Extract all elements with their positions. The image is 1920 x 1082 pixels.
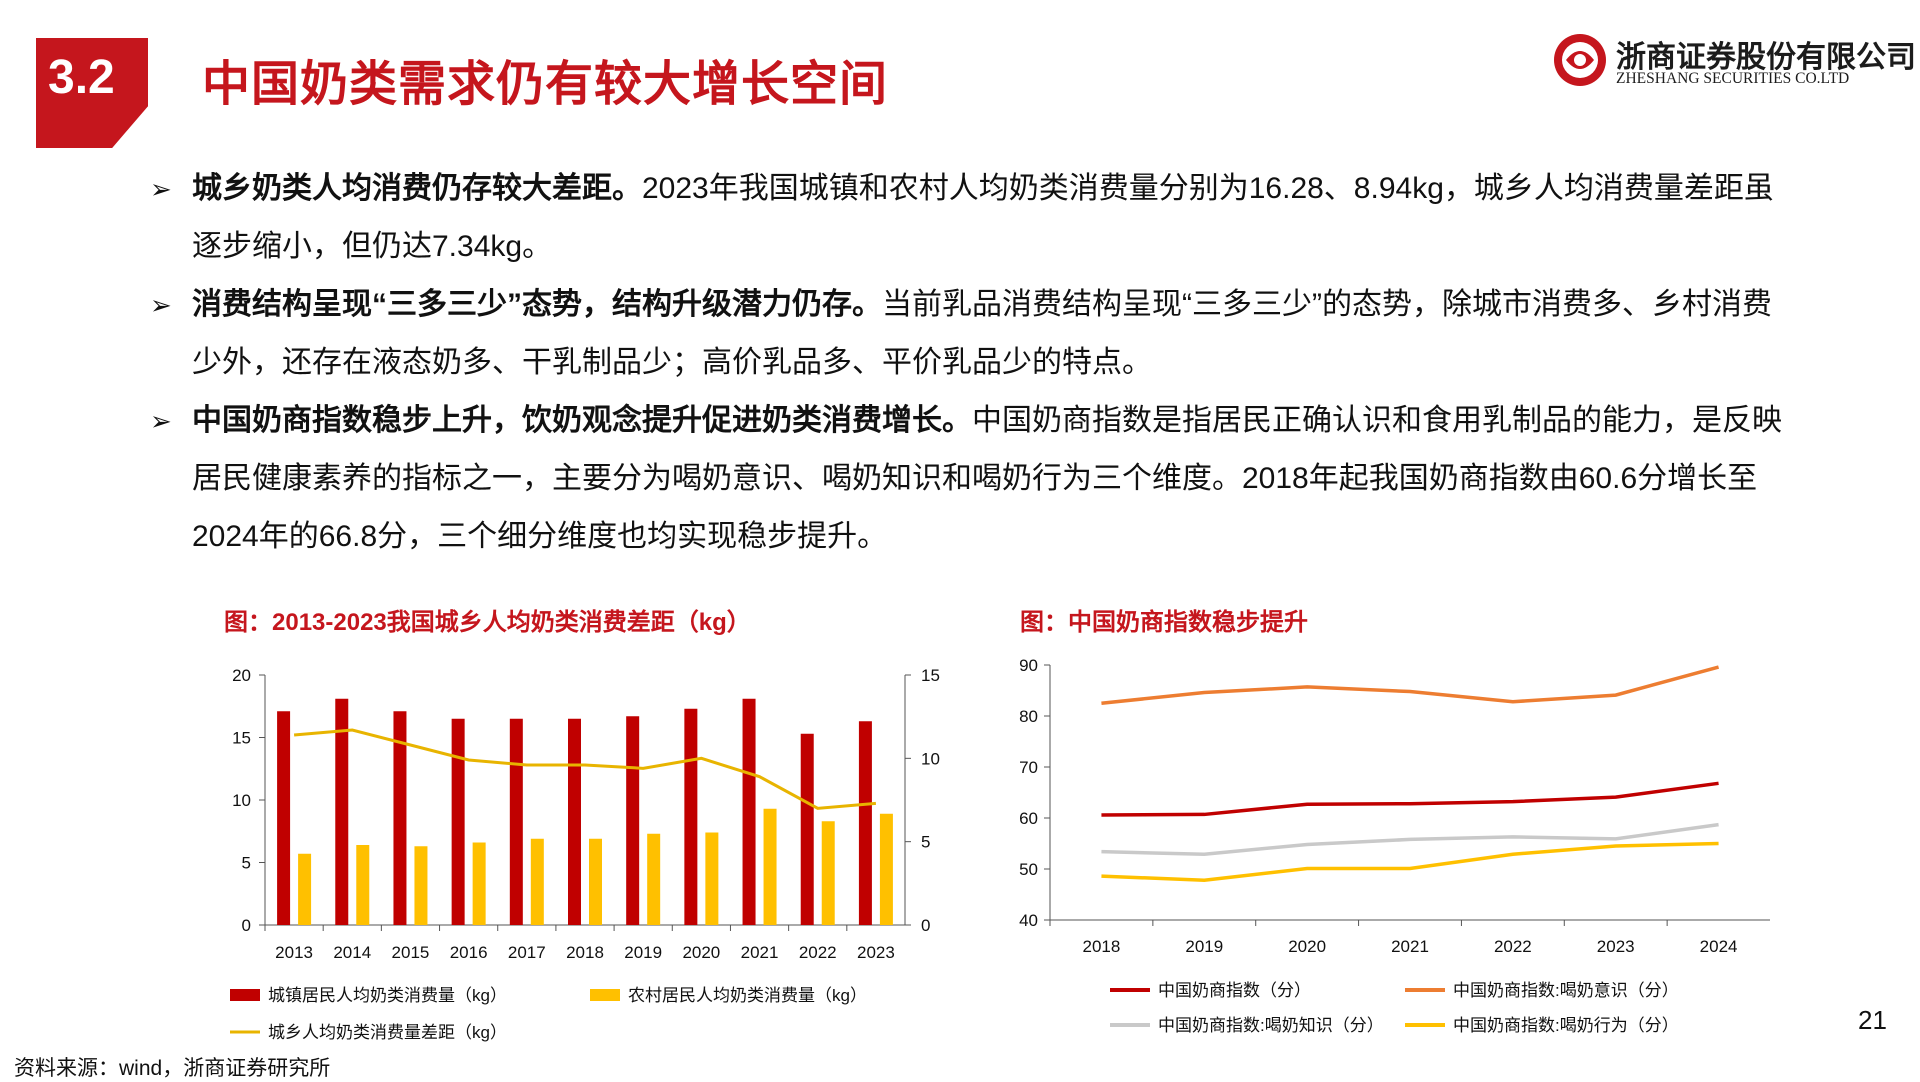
x-tick-label: 2016	[450, 943, 488, 962]
bullet-text: 中国奶商指数是指居民正确认识和食用乳制品的能力，是反映居民健康素养的指标之一，主…	[192, 404, 1782, 553]
urban-bar	[858, 721, 872, 925]
company-logo-icon	[1554, 34, 1606, 86]
rural-bar	[705, 832, 719, 925]
x-tick-label: 2017	[508, 943, 546, 962]
x-tick-label: 2019	[1185, 937, 1223, 956]
legend-swatch	[590, 989, 620, 1001]
rural-bar	[763, 808, 777, 925]
source-note: 资料来源：wind，浙商证券研究所	[14, 1057, 331, 1080]
x-tick-label: 2023	[1597, 937, 1635, 956]
x-tick-label: 2019	[624, 943, 662, 962]
y-tick-label: 90	[1019, 656, 1038, 675]
y2-tick-label: 5	[921, 833, 930, 852]
x-tick-label: 2022	[1494, 937, 1532, 956]
gap-line	[293, 728, 877, 810]
x-tick-label: 2018	[1083, 937, 1121, 956]
y-tick-label: 50	[1019, 860, 1038, 879]
bullet-arrow-icon: ➢	[150, 406, 172, 436]
x-tick-label: 2015	[392, 943, 430, 962]
urban-bar	[684, 708, 698, 925]
chart2-title: 图：中国奶商指数稳步提升	[1020, 609, 1308, 636]
y-tick-label: 5	[242, 854, 251, 873]
urban-bar	[509, 718, 523, 925]
page-title: 中国奶类需求仍有较大增长空间	[202, 58, 889, 111]
y-tick-label: 0	[242, 916, 251, 935]
legend-label: 中国奶商指数（分）	[1158, 981, 1311, 1000]
urban-bar	[800, 733, 814, 925]
x-tick-label: 2020	[1288, 937, 1326, 956]
bullet-item: ➢ 消费结构呈现“三多三少”态势，结构升级潜力仍存。当前乳品消费结构呈现“三多三…	[150, 276, 1790, 392]
milk-quotient-index-chart: 40 50 60 70 80 90 2018 2019 2020 2021 2022 2023 2024…	[1019, 656, 1770, 1035]
bullet-item: ➢ 城乡奶类人均消费仍存较大差距。2023年我国城镇和农村人均奶类消费量分别为1…	[150, 160, 1790, 276]
y2-tick-label: 15	[921, 666, 940, 685]
urban-bar	[393, 711, 407, 925]
urban-bar	[568, 718, 581, 925]
rural-bar	[472, 842, 486, 925]
logo-company-english: ZHESHANG SECURITIES CO.LTD	[1616, 70, 1850, 87]
series-line-0	[1101, 781, 1719, 817]
legend-label: 中国奶商指数:喝奶知识（分）	[1158, 1016, 1384, 1035]
x-tick-label: 2020	[682, 943, 720, 962]
legend-label: 中国奶商指数:喝奶意识（分）	[1453, 981, 1679, 1000]
bullet-list: ➢ 城乡奶类人均消费仍存较大差距。2023年我国城镇和农村人均奶类消费量分别为1…	[150, 160, 1790, 566]
rural-bar	[821, 821, 835, 925]
legend-label: 中国奶商指数:喝奶行为（分）	[1453, 1016, 1679, 1035]
bullet-heading: 中国奶商指数稳步上升，饮奶观念提升促进奶类消费增长。	[192, 404, 972, 437]
series-line-2	[1101, 822, 1719, 856]
bullet-arrow-icon: ➢	[150, 174, 172, 204]
y-tick-label: 20	[232, 666, 251, 685]
rural-bar	[647, 833, 661, 925]
chart1-title: 图：2013-2023我国城乡人均奶类消费差距（kg）	[224, 609, 751, 636]
page-number: 21	[1858, 1005, 1887, 1035]
y-tick-label: 15	[232, 729, 251, 748]
series-line-1	[1101, 665, 1720, 705]
bullet-text: 当前乳品消费结构呈现“三多三少”的态势，除城市消费多、乡村消费少外，还存在液态奶…	[192, 288, 1772, 379]
y-tick-label: 10	[232, 791, 251, 810]
urban-bar	[451, 718, 465, 925]
urban-bar	[742, 698, 756, 925]
section-number: 3.2	[48, 51, 115, 104]
legend-label: 农村居民人均奶类消费量（kg）	[628, 986, 867, 1005]
legend-swatch	[230, 989, 260, 1001]
logo-company-name: 浙商证券股份有限公司	[1616, 40, 1916, 75]
urban-bar	[335, 698, 349, 925]
rural-bar	[879, 813, 893, 925]
x-tick-label: 2021	[1391, 937, 1429, 956]
urban-bar	[277, 711, 291, 925]
company-logo: 浙商证券股份有限公司 ZHESHANG SECURITIES CO.LTD	[1552, 32, 1916, 88]
series-line-3	[1101, 841, 1719, 882]
y-tick-label: 60	[1019, 809, 1038, 828]
urban-bar	[626, 716, 640, 925]
rural-bar	[414, 846, 428, 925]
y-tick-label: 40	[1019, 911, 1038, 930]
rural-bar	[298, 853, 312, 925]
rural-bar	[530, 838, 544, 925]
x-tick-label: 2021	[741, 943, 779, 962]
y2-tick-label: 10	[921, 749, 940, 768]
y-tick-label: 80	[1019, 707, 1038, 726]
x-tick-label: 2013	[275, 943, 313, 962]
x-tick-label: 2018	[566, 943, 604, 962]
x-tick-label: 2014	[333, 943, 371, 962]
bullet-heading: 消费结构呈现“三多三少”态势，结构升级潜力仍存。	[192, 288, 882, 321]
y2-tick-label: 0	[921, 916, 930, 935]
x-tick-label: 2024	[1700, 937, 1738, 956]
bullet-arrow-icon: ➢	[150, 290, 172, 320]
x-tick-label: 2023	[857, 943, 895, 962]
rural-bar	[589, 838, 602, 925]
bullet-item: ➢ 中国奶商指数稳步上升，饮奶观念提升促进奶类消费增长。中国奶商指数是指居民正确…	[150, 392, 1790, 566]
rural-bar	[356, 845, 370, 925]
bullet-heading: 城乡奶类人均消费仍存较大差距。	[192, 172, 642, 205]
bullet-text: 2023年我国城镇和农村人均奶类消费量分别为16.28、8.94kg，城乡人均消…	[192, 172, 1774, 263]
legend-label: 城乡人均奶类消费量差距（kg）	[268, 1023, 507, 1042]
y-tick-label: 70	[1019, 758, 1038, 777]
x-tick-label: 2022	[799, 943, 837, 962]
legend-label: 城镇居民人均奶类消费量（kg）	[268, 986, 507, 1005]
urban-rural-consumption-chart: 0 5 10 15 20 0 5 10 15 2013 2014 2015 2016 2017 2018 20…	[230, 666, 940, 1042]
